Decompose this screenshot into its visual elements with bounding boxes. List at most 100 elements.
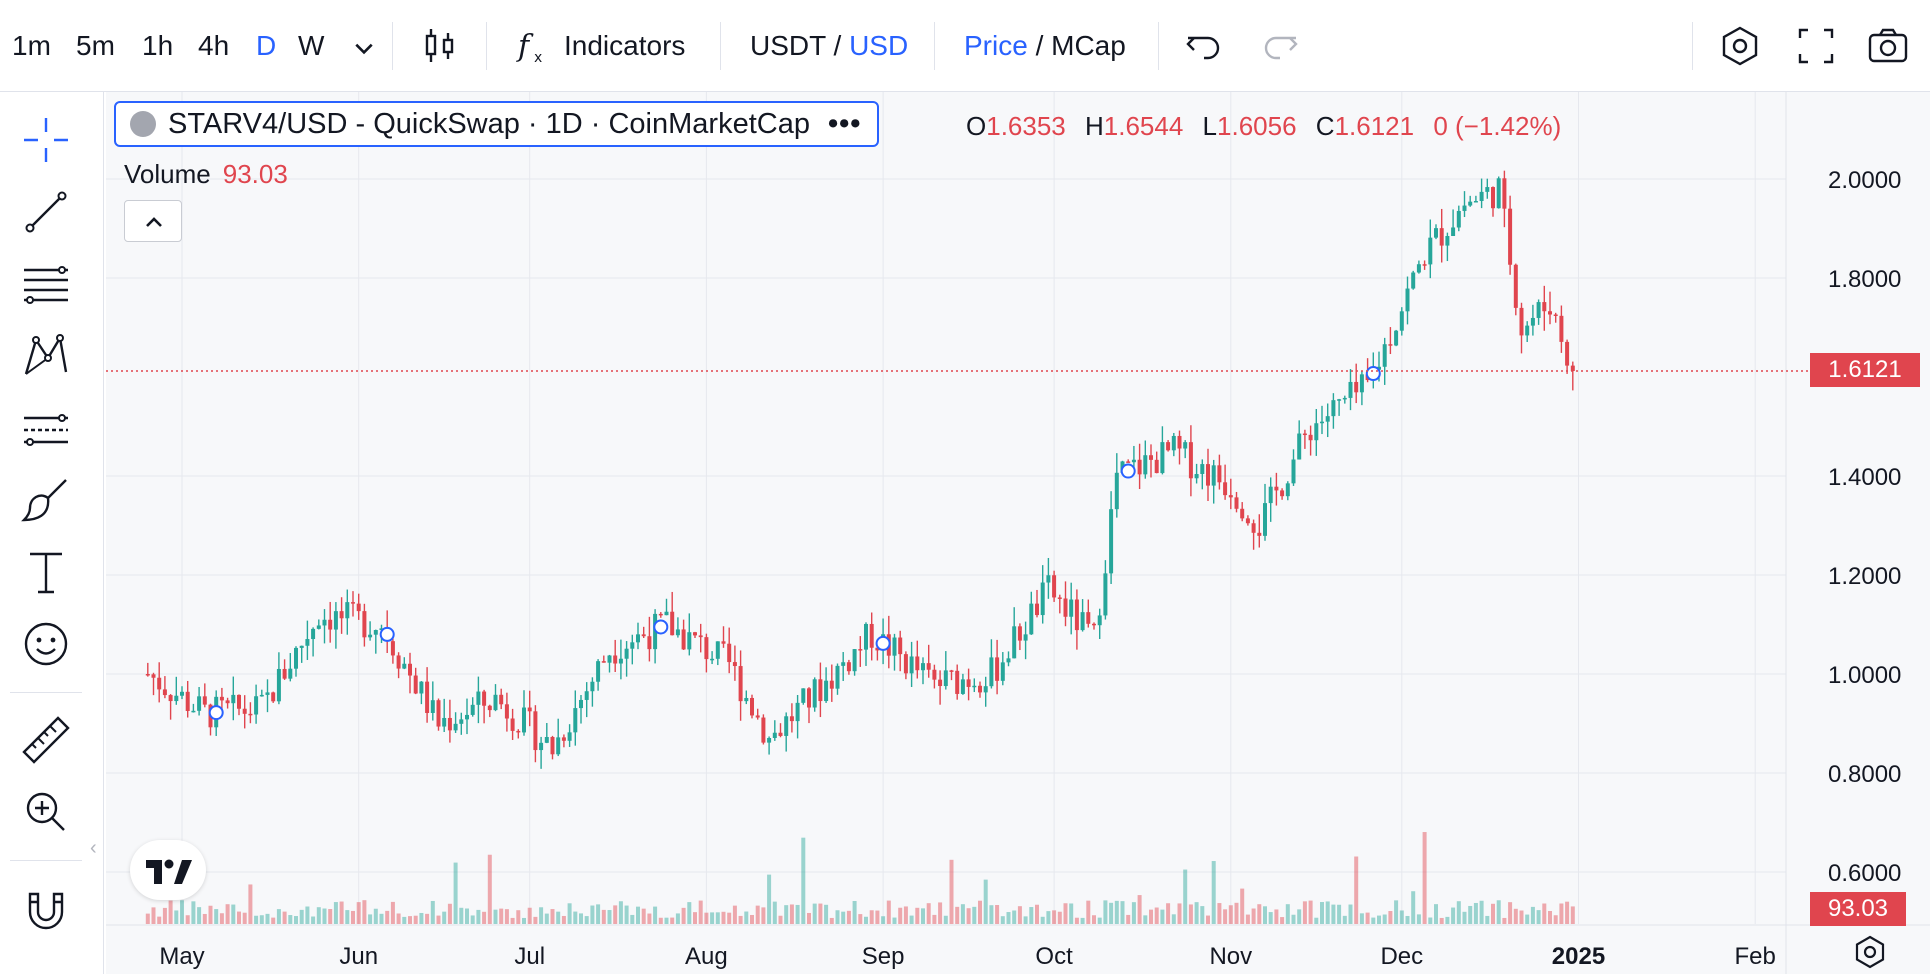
candle-body <box>1268 486 1273 504</box>
volume-bar <box>607 910 612 924</box>
x-tick-label: Nov <box>1209 943 1252 970</box>
interval-w[interactable]: W <box>298 30 325 61</box>
interval-5m[interactable]: 5m <box>76 30 115 61</box>
candle-body <box>1052 575 1057 598</box>
emoji-icon[interactable] <box>18 616 74 672</box>
candle-body <box>1177 435 1182 449</box>
camera-icon[interactable] <box>1866 24 1910 68</box>
volume-bar <box>732 905 737 924</box>
fib-icon[interactable] <box>18 256 74 312</box>
candle-body <box>1485 187 1490 192</box>
brush-icon[interactable] <box>18 472 74 528</box>
volume-bar <box>362 900 367 924</box>
y-tick-label: 1.8000 <box>1828 266 1901 293</box>
candle-body <box>368 634 373 638</box>
volume-bar <box>567 903 572 924</box>
chevron-down-icon[interactable] <box>342 26 373 66</box>
candle-body <box>447 717 452 731</box>
volume-bar <box>1513 908 1518 924</box>
candle-body <box>858 649 863 651</box>
volume-bar <box>1525 914 1530 924</box>
chart-pane[interactable]: 2.0000 1.8000 1.4000 1.2000 1.0000 0.8000 0.60… <box>106 92 1930 974</box>
redo-icon[interactable] <box>1258 24 1302 68</box>
candle-body <box>487 705 492 711</box>
symbol-legend[interactable]: STARV4/USD - QuickSwap · 1D · CoinMarket… <box>114 101 880 147</box>
candle-body <box>681 629 686 650</box>
candle-body <box>1257 532 1262 536</box>
price-mcap-toggle[interactable]: Price / MCap <box>964 28 1126 64</box>
text-icon[interactable] <box>18 544 74 600</box>
hide-toolbar-arrow-icon[interactable]: ‹ <box>90 837 97 859</box>
candle-body <box>978 685 982 693</box>
candles-icon[interactable] <box>418 24 462 68</box>
tradingview-logo[interactable] <box>130 840 206 900</box>
interval-4h[interactable]: 4h <box>198 30 230 61</box>
open-label: O <box>966 111 987 141</box>
volume-bar <box>1023 916 1028 924</box>
fullscreen-icon[interactable] <box>1794 24 1838 68</box>
interval-1m[interactable]: 1m <box>12 30 51 61</box>
volume-bar <box>1491 903 1495 924</box>
pattern-icon[interactable] <box>18 328 74 384</box>
candle-body <box>1063 598 1068 617</box>
volume-bar <box>328 909 333 924</box>
price-chart[interactable]: 2.0000 1.8000 1.4000 1.2000 1.0000 0.8000 0.60… <box>106 92 1930 974</box>
volume-bar <box>214 909 219 924</box>
volume-bar <box>995 904 1000 924</box>
volume-bar <box>1103 900 1108 924</box>
volume-bar <box>219 913 224 924</box>
volume-bar <box>1314 917 1319 924</box>
crosshair-icon[interactable] <box>18 112 74 168</box>
candle-body <box>1422 264 1427 266</box>
scale-settings-icon[interactable] <box>1852 934 1888 970</box>
candle-body <box>259 694 264 697</box>
candle-body <box>710 658 715 661</box>
candle-body <box>1382 344 1387 367</box>
price-label: Price <box>964 30 1028 61</box>
currency-toggle[interactable]: USDT / USD <box>750 28 908 64</box>
forecast-icon[interactable] <box>18 400 74 456</box>
volume-bar <box>1439 917 1444 924</box>
volume-bar <box>487 854 492 924</box>
candle-body <box>835 665 840 689</box>
volume-bar <box>311 916 316 924</box>
zoom-icon[interactable] <box>18 784 74 840</box>
ruler-icon[interactable] <box>18 712 74 768</box>
candle-body <box>482 691 487 706</box>
volume-bar <box>271 917 276 924</box>
trendline-icon[interactable] <box>18 184 74 240</box>
candle-body <box>1405 288 1410 312</box>
candle-body <box>504 704 509 719</box>
magnet-icon[interactable] <box>18 882 74 938</box>
volume-bar <box>1337 904 1342 924</box>
candle-body <box>396 655 401 669</box>
volume-bar <box>248 884 253 924</box>
candle-body <box>442 717 447 727</box>
candle-body <box>1166 442 1171 451</box>
volume-bar <box>447 903 452 924</box>
interval-1h[interactable]: 1h <box>142 30 174 61</box>
svg-text:f: f <box>516 29 534 64</box>
volume-bar <box>1559 903 1564 924</box>
volume-bar <box>316 907 321 924</box>
candle-body <box>248 713 253 716</box>
volume-bar <box>1394 900 1399 924</box>
settings-hex-icon[interactable] <box>1718 24 1762 68</box>
volume-bar <box>1331 904 1336 924</box>
interval-d[interactable]: D <box>256 30 277 61</box>
candle-body <box>157 677 162 690</box>
collapse-legend-button[interactable] <box>124 200 182 242</box>
more-options-icon[interactable]: ••• <box>827 108 862 140</box>
candle-body <box>1456 210 1461 228</box>
undo-icon[interactable] <box>1182 24 1226 68</box>
volume-bar <box>1200 906 1205 924</box>
candle-body <box>556 737 561 755</box>
indicators-button[interactable]: Indicators <box>564 30 686 61</box>
volume-bar <box>1245 914 1250 924</box>
volume-bar <box>858 914 863 924</box>
candle-body <box>1074 599 1079 631</box>
candle-body <box>516 730 521 733</box>
volume-bar <box>225 904 230 924</box>
candle-body <box>1342 397 1347 400</box>
